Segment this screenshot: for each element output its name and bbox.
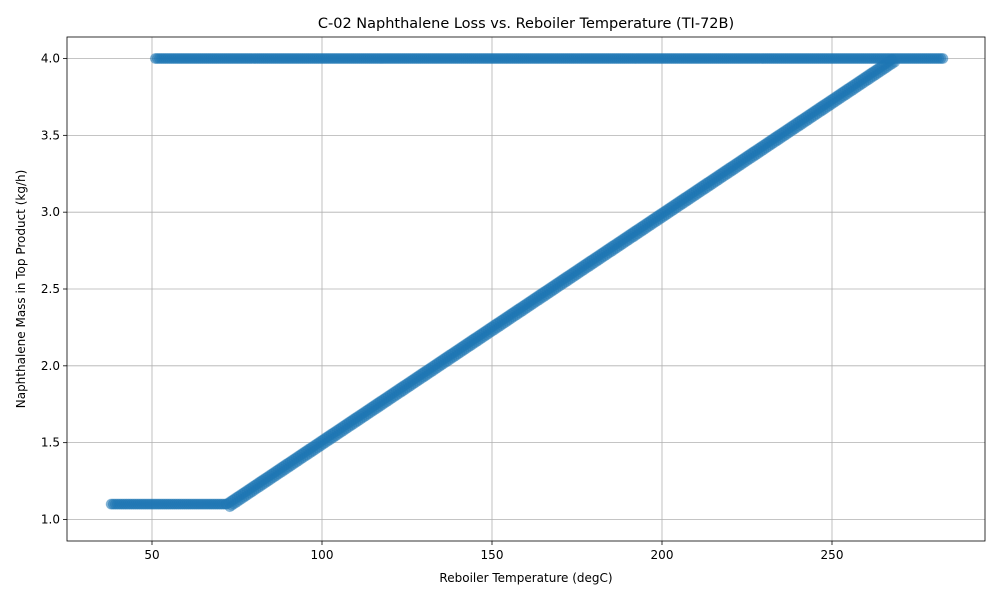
grid (67, 37, 985, 541)
y-tick-label: 1.5 (41, 436, 60, 450)
y-tick-label: 2.5 (41, 282, 60, 296)
axis-ticks: 50 100 150 200 250 1.0 1.5 2.0 2.5 3.0 3.5 4.0 (41, 52, 844, 562)
y-tick-label: 1.0 (41, 512, 60, 526)
x-tick-label: 100 (311, 548, 334, 562)
x-axis-label: Reboiler Temperature (degC) (439, 571, 612, 585)
y-tick-label: 4.0 (41, 52, 60, 66)
x-tick-label: 50 (144, 548, 159, 562)
y-axis-label: Naphthalene Mass in Top Product (kg/h) (14, 170, 28, 409)
y-tick-label: 3.5 (41, 128, 60, 142)
data-points (105, 53, 949, 513)
x-tick-label: 250 (821, 548, 844, 562)
y-tick-label: 2.0 (41, 359, 60, 373)
x-tick-label: 150 (481, 548, 504, 562)
y-tick-label: 3.0 (41, 205, 60, 219)
chart-title: C-02 Naphthalene Loss vs. Reboiler Tempe… (318, 16, 734, 32)
data-point (937, 53, 949, 65)
x-tick-label: 200 (651, 548, 674, 562)
